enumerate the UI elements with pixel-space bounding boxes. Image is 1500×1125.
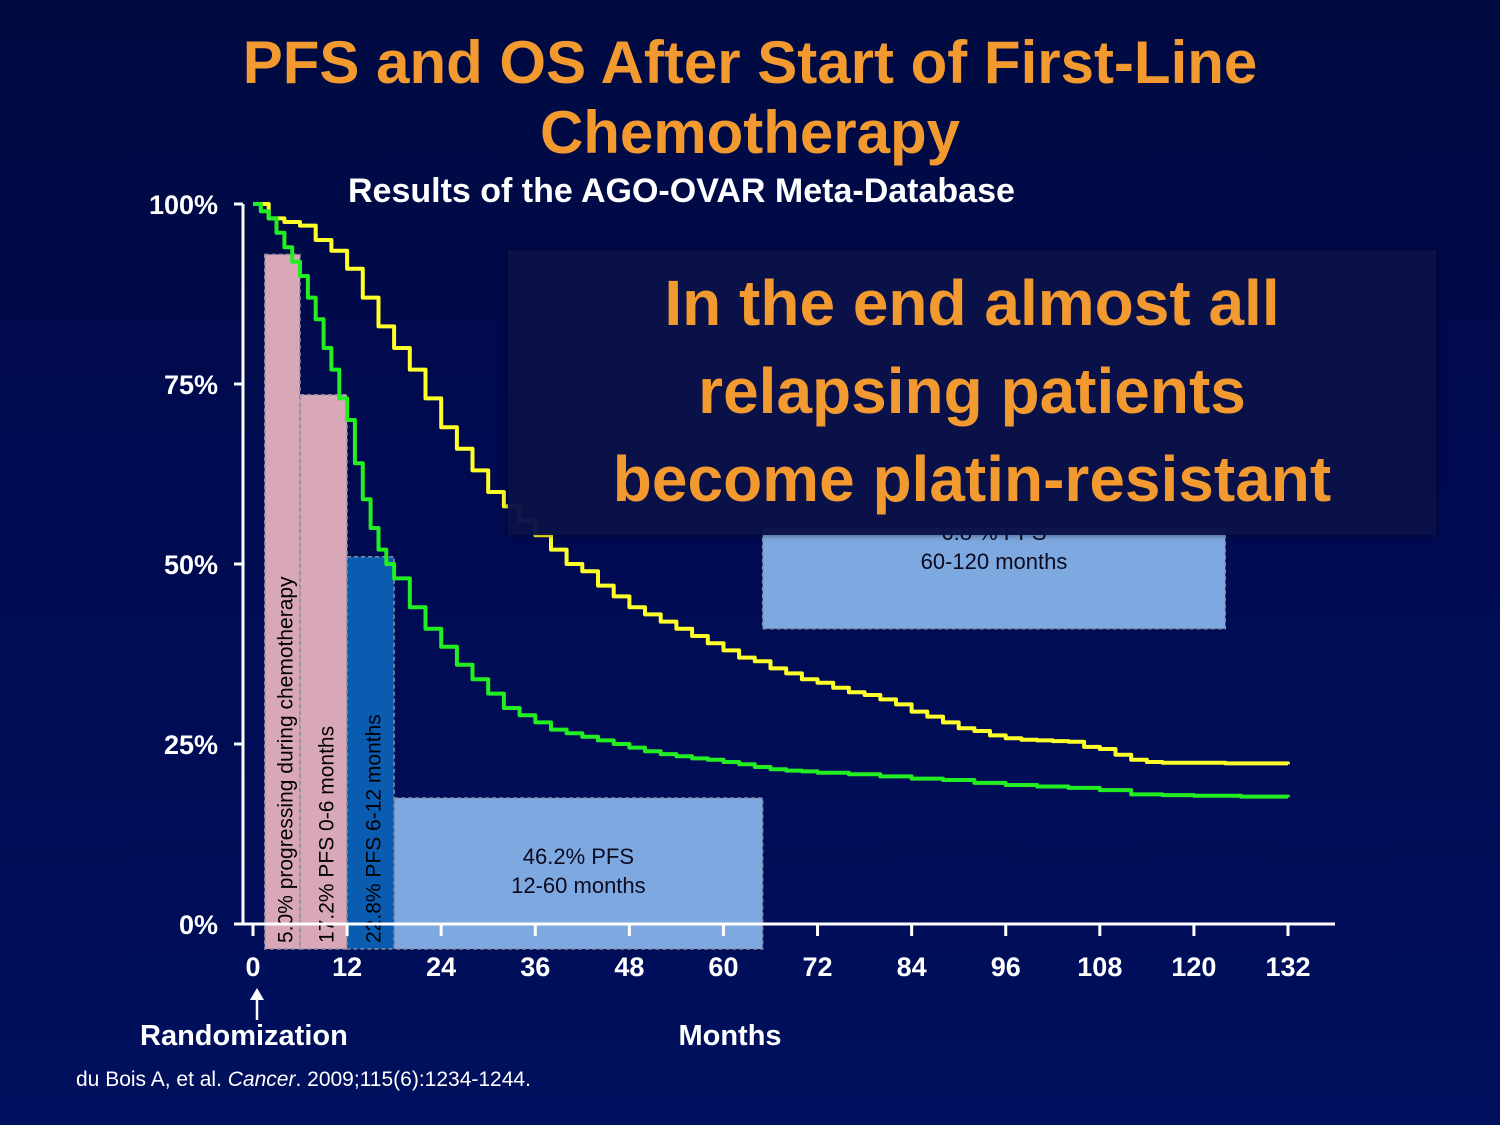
citation-rest: . 2009;115(6):1234-1244. <box>295 1068 531 1091</box>
x-tick-label-48: 48 <box>614 952 644 982</box>
pfs-bar-4 <box>761 527 1227 630</box>
bar-label-3-line-0: 46.2% PFS <box>523 844 634 869</box>
x-tick-label-24: 24 <box>426 952 456 982</box>
pfs-curve <box>253 202 1290 799</box>
citation-journal: Cancer <box>227 1068 296 1091</box>
bar-label-0: 5.0% progressing during chemotherapy <box>274 576 297 943</box>
x-annotation-randomization: Randomization <box>140 1020 348 1052</box>
x-tick-label-132: 132 <box>1265 952 1310 982</box>
bar-label-4-line-1: 60-120 months <box>921 549 1068 574</box>
os-curve <box>253 202 1290 766</box>
x-tick-label-96: 96 <box>991 952 1021 982</box>
callout-box: In the end almost all relapsing patients… <box>508 250 1436 535</box>
callout-line-2: relapsing patients <box>698 355 1246 427</box>
bar-labels: 5.0% progressing during chemotherapy 17.2… <box>274 520 1067 943</box>
citation-authors: du Bois A, et al. <box>76 1068 228 1091</box>
x-tick-label-72: 72 <box>803 952 833 982</box>
x-tick-label-108: 108 <box>1077 952 1122 982</box>
x-tick-label-120: 120 <box>1171 952 1216 982</box>
y-tick-label-75: 75% <box>164 370 218 400</box>
bar-label-2: 22.8% PFS 6-12 months <box>363 714 386 943</box>
x-tick-label-12: 12 <box>332 952 362 982</box>
pfs-bars <box>264 253 1227 950</box>
x-tick-label-60: 60 <box>708 952 738 982</box>
callout-line-1: In the end almost all <box>664 267 1280 339</box>
callout-line-3: become platin-resistant <box>612 443 1332 515</box>
x-tick-label-84: 84 <box>897 952 927 982</box>
x-tick-label-36: 36 <box>520 952 550 982</box>
randomization-arrow-head <box>250 988 264 1000</box>
y-tick-label-50: 50% <box>164 550 218 580</box>
chart-subtitle: Results of the AGO-OVAR Meta-Database <box>348 172 1015 210</box>
pfs-bar-2 <box>346 556 395 950</box>
x-axis-label: Months <box>678 1020 781 1052</box>
slide-title-line-2: Chemotherapy <box>539 99 961 166</box>
pfs-bar-0 <box>264 253 301 950</box>
y-tick-label-100: 100% <box>149 190 218 220</box>
survival-curves <box>253 202 1290 799</box>
bar-label-1: 17.2% PFS 0-6 months <box>316 726 339 943</box>
slide-title-line-1: PFS and OS After Start of First-Line <box>242 29 1258 96</box>
citation: du Bois A, et al. Cancer. 2009;115(6):12… <box>76 1068 531 1092</box>
x-tick-label-0: 0 <box>245 952 260 982</box>
chart-axes: 0% 25% 50% 75% 100% 0 12 24 36 48 60 72 84 96 108 120 13… <box>140 190 1335 1052</box>
y-tick-label-25: 25% <box>164 730 218 760</box>
bar-label-3-line-1: 12-60 months <box>511 873 646 898</box>
y-tick-label-0: 0% <box>179 910 218 940</box>
pfs-bar-1 <box>299 394 348 950</box>
